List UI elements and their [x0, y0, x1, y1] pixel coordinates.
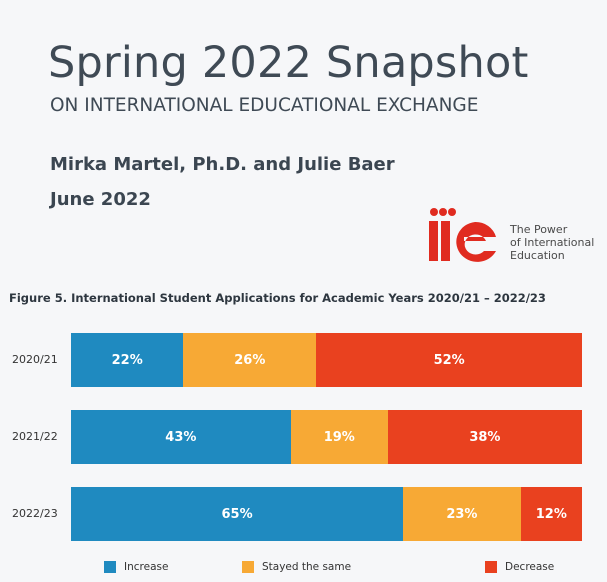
y-tick-label: 2022/23 [12, 507, 58, 520]
bar-segment: 22% [71, 333, 184, 387]
data-label: 22% [111, 352, 143, 368]
legend-label: Stayed the same [262, 561, 352, 573]
iie-logo-e [456, 221, 496, 262]
legend-label: Decrease [505, 561, 555, 573]
figure-caption: Figure 5. International Student Applicat… [9, 291, 546, 305]
bar-segment: 38% [387, 410, 582, 464]
bar-segment: 65% [71, 487, 404, 541]
legend-swatch [104, 561, 116, 573]
data-label: 23% [446, 506, 478, 522]
legend-item: Increase [104, 561, 168, 573]
bar-segment: 19% [290, 410, 388, 464]
data-label: 26% [234, 352, 266, 368]
legend-label: Increase [124, 561, 169, 573]
authors: Mirka Martel, Ph.D. and Julie Baer [50, 154, 395, 175]
data-label: 12% [535, 506, 567, 522]
legend-item: Stayed the same [242, 561, 351, 573]
logo-tagline: The Power of International Education [510, 223, 595, 262]
bar-segment: 23% [403, 487, 521, 541]
iie-logo [429, 208, 456, 261]
data-label: 52% [433, 352, 465, 368]
publish-date: June 2022 [50, 189, 151, 210]
page-title: Spring 2022 Snapshot [48, 38, 529, 88]
legend-swatch [485, 561, 497, 573]
bar-segment: 52% [316, 333, 582, 387]
bar-segment: 43% [71, 410, 291, 464]
y-tick-label: 2021/22 [12, 430, 58, 443]
y-tick-label: 2020/21 [12, 353, 58, 366]
legend-item: Decrease [485, 561, 554, 573]
legend-swatch [242, 561, 254, 573]
data-label: 43% [165, 429, 197, 445]
bar-segment: 12% [520, 487, 582, 541]
bar-segment: 26% [183, 333, 317, 387]
page-subtitle: ON INTERNATIONAL EDUCATIONAL EXCHANGE [50, 95, 479, 116]
data-label: 38% [469, 429, 501, 445]
data-label: 19% [323, 429, 355, 445]
data-label: 65% [221, 506, 253, 522]
